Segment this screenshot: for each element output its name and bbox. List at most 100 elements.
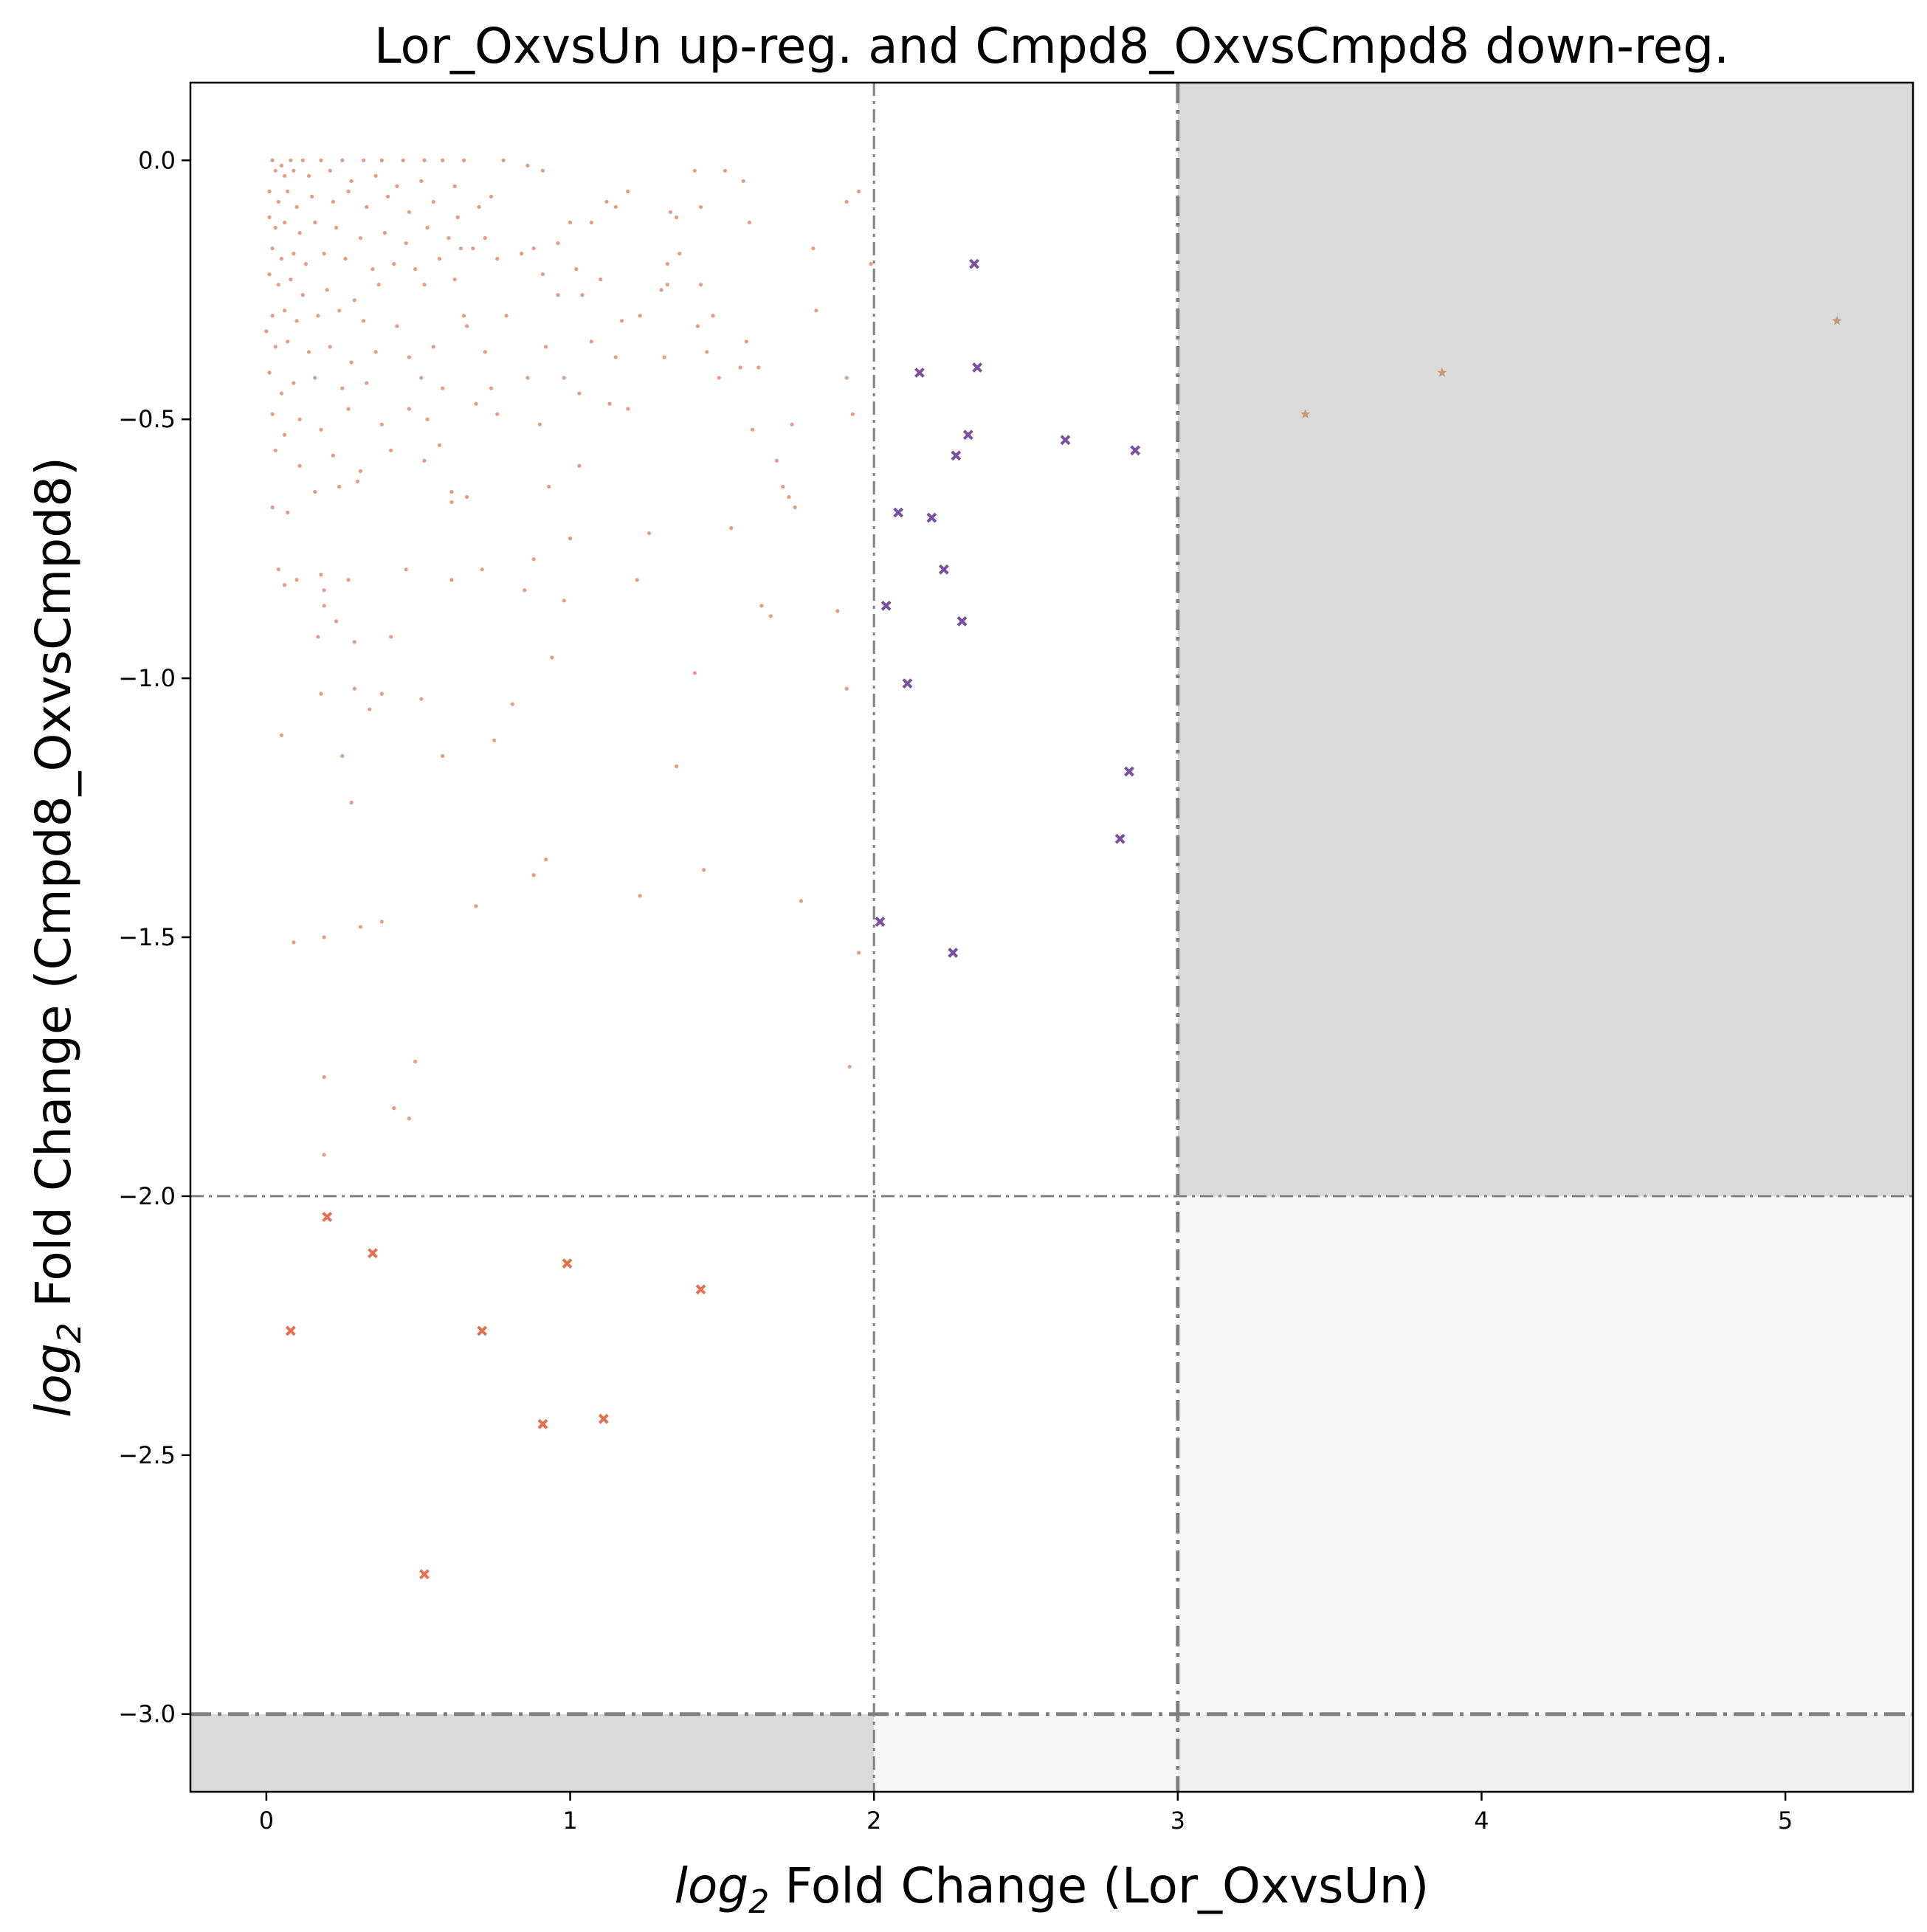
data-point-cross [956,615,968,627]
data-point [547,484,551,489]
data-point [495,257,500,261]
data-point [692,671,697,675]
data-point [577,463,582,468]
data-point [286,189,290,193]
data-point [550,655,554,660]
data-point-cross [951,450,962,461]
shaded-region [1177,83,1913,1196]
data-point [759,604,764,608]
x-axis-label: log2 Fold Change (Lor_OxvsUn) [675,1857,1430,1921]
data-point [310,194,314,199]
data-point [358,469,363,473]
data-point [362,158,366,162]
data-point [768,614,773,618]
data-point [613,355,618,359]
data-point [349,179,354,183]
data-point [626,407,630,411]
data-point [847,1064,852,1069]
data-point [455,215,460,220]
data-point [270,505,275,510]
data-point-cross [902,678,913,689]
data-point [313,220,317,225]
data-point [857,189,861,193]
data-point [531,246,536,251]
data-point [723,168,728,173]
data-point [292,252,296,256]
data-point [392,1106,396,1111]
data-point [489,386,494,390]
data-point [270,314,275,318]
data-point [419,697,424,701]
data-point [474,904,478,908]
data-point [574,267,579,272]
data-point-cross [562,1258,573,1269]
data-point [346,189,351,193]
data-point [322,604,326,608]
x-tick-label: 2 [866,1807,881,1835]
data-point-cross [695,1284,706,1295]
data-point [273,168,277,173]
data-point [352,640,356,644]
data-point [461,314,466,318]
data-point [449,578,454,582]
data-point [322,588,326,593]
x-tick-label: 1 [562,1807,577,1835]
data-point [352,298,356,303]
data-point [422,283,427,287]
data-point [343,257,348,261]
data-point [857,951,861,955]
data-point [607,401,612,406]
data-point [404,241,408,246]
data-point [306,350,311,354]
data-point [698,204,703,210]
data-point [647,531,652,536]
data-point [276,567,280,572]
data-point-cross [962,429,973,441]
data-point [264,329,269,334]
data-point [328,345,332,349]
data-point-cross [914,368,925,378]
data-point [404,567,408,572]
y-axis-label-sub: 2 [51,1322,89,1343]
data-point [531,873,536,877]
data-point [464,324,469,328]
data-point [283,173,287,178]
data-point [306,173,311,178]
data-point [589,220,593,225]
data-point [695,324,700,328]
data-point [489,194,494,199]
data-point [379,691,384,696]
data-point [331,453,336,458]
data-point [286,510,290,515]
data-point [303,262,308,266]
data-point [540,272,545,277]
data-point [750,427,755,432]
data-point [662,355,666,359]
data-point [678,252,682,256]
data-point [283,432,287,437]
data-point [267,215,272,220]
data-point [319,573,323,577]
y-tick-label: −0.5 [118,405,176,433]
data-point [337,484,342,489]
data-point [407,355,411,359]
data-point-star [1437,368,1447,377]
data-point [483,235,487,241]
data-point [540,168,545,173]
data-point [297,230,302,235]
data-point [331,199,336,204]
data-point [458,246,463,251]
data-point [319,691,323,696]
data-point [675,764,679,768]
y-tick-label: −1.5 [118,923,176,951]
data-point [814,308,818,313]
x-tick-label: 0 [259,1807,274,1835]
data-point [431,199,435,204]
data-point [279,391,284,396]
data-points [264,158,1842,1580]
data-point [292,381,296,385]
data-point-star [1300,409,1311,418]
data-point [379,920,384,924]
y-tick-label: −1.0 [118,664,176,692]
y-tick-label: −3.0 [118,1700,176,1728]
